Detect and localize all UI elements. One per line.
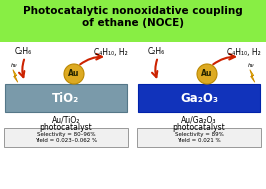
Text: C₄H₁₀, H₂: C₄H₁₀, H₂	[227, 47, 261, 57]
Text: C₄H₁₀, H₂: C₄H₁₀, H₂	[94, 47, 128, 57]
Text: Photocatalytic nonoxidative coupling: Photocatalytic nonoxidative coupling	[23, 6, 243, 16]
Text: photocatalyst: photocatalyst	[40, 122, 92, 132]
Text: of ethane (NOCE): of ethane (NOCE)	[82, 18, 184, 28]
FancyBboxPatch shape	[4, 128, 128, 147]
Text: C₂H₆: C₂H₆	[147, 47, 165, 57]
Text: Au: Au	[201, 70, 213, 78]
Text: TiO₂: TiO₂	[52, 91, 80, 105]
Text: Au: Au	[68, 70, 80, 78]
Text: photocatalyst: photocatalyst	[173, 122, 225, 132]
Text: Au/Ga₂O₃: Au/Ga₂O₃	[181, 115, 217, 125]
Polygon shape	[13, 70, 18, 82]
Text: Yield = 0.021 %: Yield = 0.021 %	[177, 138, 221, 143]
FancyBboxPatch shape	[137, 128, 261, 147]
Text: hν: hν	[11, 63, 17, 68]
Text: C₂H₆: C₂H₆	[14, 47, 32, 57]
Text: hν: hν	[248, 63, 254, 68]
Bar	[0, 0, 266, 42]
Circle shape	[64, 64, 84, 84]
Text: Yield = 0.023–0.062 %: Yield = 0.023–0.062 %	[35, 138, 97, 143]
FancyBboxPatch shape	[5, 84, 127, 112]
Circle shape	[197, 64, 217, 84]
Polygon shape	[250, 70, 255, 82]
FancyBboxPatch shape	[138, 84, 260, 112]
Text: Selectivity = 80–96%: Selectivity = 80–96%	[37, 132, 95, 137]
Text: Selectivity = 89%: Selectivity = 89%	[174, 132, 223, 137]
Text: Ga₂O₃: Ga₂O₃	[180, 91, 218, 105]
Text: Au/TiO₂: Au/TiO₂	[52, 115, 80, 125]
